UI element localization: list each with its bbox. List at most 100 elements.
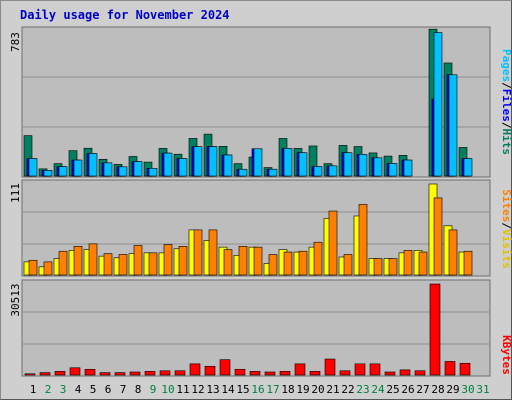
x-tick-day-11: 11 <box>176 383 189 396</box>
bar-sites-day-8 <box>133 245 143 276</box>
y-max-label-hits: 783 <box>9 32 22 52</box>
x-tick-day-13: 13 <box>206 383 219 396</box>
bar-sites-day-29 <box>448 229 458 276</box>
x-tick-day-15: 15 <box>236 383 249 396</box>
x-tick-day-17: 17 <box>266 383 279 396</box>
bar-kbytes-day-18 <box>279 371 291 376</box>
bar-pages-day-8 <box>133 161 143 177</box>
x-tick-day-2: 2 <box>45 383 52 396</box>
bar-pages-day-25 <box>388 163 398 177</box>
bar-pages-day-18 <box>283 148 293 177</box>
bar-pages-day-11 <box>178 158 188 177</box>
legend-sep: / <box>500 82 512 89</box>
bar-sites-day-10 <box>163 244 173 276</box>
bar-kbytes-day-24 <box>369 363 381 376</box>
bar-pages-day-7 <box>118 166 128 177</box>
bar-sites-day-11 <box>178 246 188 276</box>
x-tick-day-25: 25 <box>386 383 399 396</box>
bar-sites-day-19 <box>298 250 308 276</box>
bar-pages-day-20 <box>313 166 323 177</box>
bar-kbytes-day-11 <box>174 370 186 376</box>
bar-kbytes-day-19 <box>294 363 306 376</box>
bar-kbytes-day-7 <box>114 372 126 376</box>
bar-kbytes-day-16 <box>249 371 261 376</box>
panel-hits-files-pages: 783 Pages/Files/Hits <box>9 26 512 178</box>
x-tick-day-10: 10 <box>161 383 174 396</box>
bars-kbytes <box>24 283 471 376</box>
x-tick-day-26: 26 <box>401 383 414 396</box>
bar-sites-day-28 <box>433 197 443 276</box>
panel-kbytes-background <box>21 279 491 377</box>
bar-sites-day-5 <box>88 243 98 276</box>
bar-pages-day-9 <box>148 168 158 177</box>
bar-sites-day-22 <box>343 254 353 276</box>
bar-pages-day-15 <box>238 168 248 177</box>
bar-kbytes-day-22 <box>339 370 351 376</box>
bar-sites-day-20 <box>313 241 323 276</box>
bar-pages-day-14 <box>223 154 233 177</box>
bar-sites-day-4 <box>73 246 83 276</box>
bar-pages-day-2 <box>43 170 53 177</box>
bar-kbytes-day-26 <box>399 369 411 376</box>
bar-pages-day-17 <box>268 168 278 177</box>
bar-sites-day-14 <box>223 249 233 276</box>
bar-pages-day-22 <box>343 152 353 177</box>
x-axis-day-labels: 1 2 3 4 5 6 7 8 9 10 11 12 13 14 15 16 17 18 19 20 21 22 23 24 2… <box>30 383 490 396</box>
bar-kbytes-day-9 <box>144 371 156 376</box>
bar-sites-day-13 <box>208 229 218 276</box>
bar-kbytes-day-20 <box>309 371 321 376</box>
legend-hits-files-pages: Pages/Files/Hits <box>500 49 512 155</box>
x-tick-day-7: 7 <box>120 383 127 396</box>
x-tick-day-12: 12 <box>191 383 204 396</box>
x-tick-day-1: 1 <box>30 383 37 396</box>
x-tick-day-28: 28 <box>431 383 444 396</box>
bar-kbytes-day-8 <box>129 371 141 376</box>
panel-visits-sites: 111 Sites/Visits <box>9 179 512 277</box>
bar-kbytes-day-25 <box>384 371 396 376</box>
bars-visits-sites <box>23 183 473 276</box>
bar-pages-day-23 <box>358 154 368 177</box>
legend-visits: Visits <box>500 229 512 269</box>
bar-sites-day-6 <box>103 253 113 276</box>
x-tick-day-29: 29 <box>446 383 459 396</box>
bar-sites-day-12 <box>193 229 203 276</box>
legend-files: Files <box>500 89 512 122</box>
bar-sites-day-15 <box>238 246 248 276</box>
x-tick-day-5: 5 <box>90 383 97 396</box>
x-tick-day-23: 23 <box>356 383 369 396</box>
bar-kbytes-day-1 <box>24 373 36 376</box>
bar-pages-day-29 <box>448 74 458 177</box>
bar-pages-day-26 <box>403 159 413 177</box>
bar-sites-day-23 <box>358 204 368 276</box>
bar-pages-day-12 <box>193 146 203 177</box>
bar-pages-day-30 <box>463 158 473 177</box>
bar-kbytes-day-10 <box>159 370 171 376</box>
y-max-label-visits: 111 <box>9 183 22 203</box>
x-tick-day-22: 22 <box>341 383 354 396</box>
x-tick-day-20: 20 <box>311 383 324 396</box>
bar-kbytes-day-23 <box>354 363 366 376</box>
x-tick-day-3: 3 <box>60 383 67 396</box>
chart-title: Daily usage for November 2024 <box>20 8 230 22</box>
bar-kbytes-day-29 <box>444 361 456 376</box>
x-tick-day-8: 8 <box>135 383 142 396</box>
bar-pages-day-1 <box>28 158 38 177</box>
bars-hits-files-pages <box>23 28 473 177</box>
bar-sites-day-1 <box>28 259 38 276</box>
bar-pages-day-6 <box>103 162 113 177</box>
bar-kbytes-day-15 <box>234 368 246 376</box>
bar-kbytes-day-13 <box>204 365 216 376</box>
bar-pages-day-28 <box>433 32 443 177</box>
x-tick-day-4: 4 <box>75 383 82 396</box>
legend-visits-sites: Sites/Visits <box>500 189 512 269</box>
x-tick-day-19: 19 <box>296 383 309 396</box>
bar-sites-day-21 <box>328 210 338 276</box>
bar-kbytes-day-3 <box>54 371 66 376</box>
bar-kbytes-day-4 <box>69 367 81 376</box>
bar-sites-day-30 <box>463 250 473 276</box>
x-tick-day-16: 16 <box>251 383 264 396</box>
bar-kbytes-day-17 <box>264 371 276 376</box>
bar-pages-day-4 <box>73 159 83 177</box>
bar-sites-day-9 <box>148 252 158 276</box>
